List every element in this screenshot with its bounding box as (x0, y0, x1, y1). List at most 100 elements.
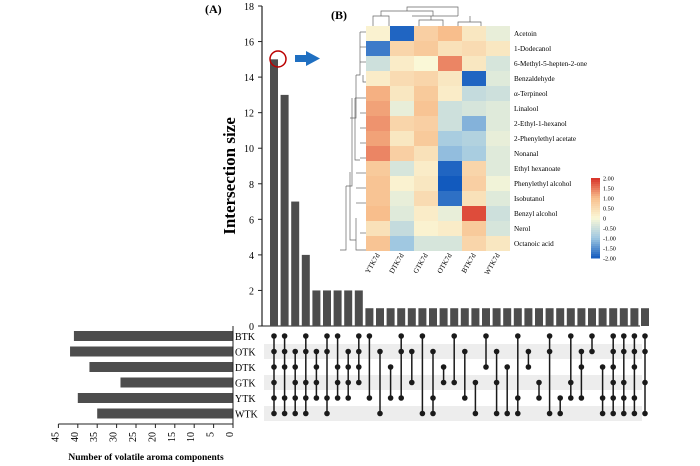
matrix-dot (451, 379, 458, 386)
heatmap-row-label: 1-Dodecanol (514, 45, 551, 53)
matrix-dot (409, 379, 415, 386)
matrix-dot (334, 379, 341, 386)
colorbar-segment (591, 242, 600, 245)
heatmap-row-label: Phenylethyl alcohol (514, 180, 571, 188)
y-tick-label: 18 (244, 2, 254, 13)
set-x-tick-label: 15 (167, 432, 178, 442)
matrix-dot (440, 379, 447, 386)
matrix-dot (345, 364, 352, 370)
heatmap-cell (366, 26, 390, 41)
heatmap-cell (366, 236, 390, 251)
heatmap-cell (366, 41, 390, 56)
heatmap-cell (390, 116, 414, 131)
heatmap-row-label: Acetoin (514, 30, 537, 38)
intersection-bar (397, 308, 406, 326)
intersection-bar (460, 308, 469, 326)
heatmap-cell (438, 116, 462, 131)
set-label: BTK (235, 332, 256, 343)
heatmap-cell (390, 221, 414, 236)
matrix-dot (557, 410, 563, 417)
set-x-tick-label: 25 (128, 432, 139, 442)
intersection-bar (535, 308, 543, 326)
matrix-dot (419, 410, 426, 417)
matrix-dot (345, 379, 352, 386)
matrix-dot (271, 364, 277, 370)
colorbar-segment (591, 254, 600, 257)
matrix-dot (568, 379, 574, 386)
heatmap-cell (438, 221, 462, 236)
heatmap-cell (438, 236, 462, 251)
intersection-bar (376, 308, 384, 326)
matrix-dot (451, 333, 458, 339)
colorbar-tick-label: 0 (603, 216, 606, 223)
matrix-dot (515, 395, 521, 401)
heatmap-cell (390, 191, 414, 206)
heatmap-cell (486, 161, 510, 176)
intersection-bar (450, 308, 459, 326)
matrix-dot (313, 348, 320, 355)
heatmap-cell (486, 101, 510, 116)
heatmap-row-label: Isobutanol (514, 195, 544, 203)
matrix-dot (271, 410, 277, 417)
colorbar-segment (591, 194, 600, 197)
heatmap-cell (438, 191, 462, 206)
matrix-dot (303, 395, 309, 401)
heatmap-cell (462, 101, 486, 116)
set-x-tick-label: 0 (225, 432, 236, 437)
heatmap-row-label: Benzaldehyde (514, 75, 555, 83)
matrix-dot (419, 333, 426, 339)
colorbar-segment (591, 224, 600, 227)
intersection-bar (492, 308, 501, 326)
heatmap-cell (486, 206, 510, 221)
matrix-dot (536, 379, 542, 386)
intersection-bar (513, 308, 522, 326)
matrix-dot (493, 348, 500, 355)
matrix-dot (610, 364, 616, 370)
intersection-bar (619, 308, 628, 326)
intersection-bar (333, 290, 342, 326)
matrix-dot (568, 395, 574, 401)
matrix-dot (271, 379, 277, 386)
heatmap-cell (414, 56, 438, 71)
matrix-dot (525, 364, 532, 370)
heatmap-cell (438, 176, 462, 191)
colorbar-segment (591, 248, 600, 251)
heatmap-cell (462, 221, 486, 236)
heatmap-cell (462, 206, 486, 221)
heatmap-row-label: 6-Methyl-5-hepten-2-one (514, 60, 587, 68)
matrix-dot (313, 395, 320, 401)
intersection-bar (301, 254, 310, 326)
heatmap-row-label: Linalool (514, 105, 538, 113)
set-size-bar (97, 408, 233, 419)
y-tick-label: 4 (249, 251, 254, 262)
intersection-bar (418, 308, 427, 326)
set-x-tick-label: 30 (109, 432, 120, 442)
intersection-bar (588, 308, 596, 326)
matrix-dot (504, 364, 511, 370)
matrix-dot (377, 410, 383, 417)
heatmap-cell (462, 26, 486, 41)
colorbar-tick-label: 2.00 (603, 176, 614, 183)
panel-a-label: (A) (205, 2, 222, 16)
matrix-dot (589, 348, 595, 355)
heatmap-cell (414, 116, 438, 131)
colorbar-segment (591, 188, 600, 191)
heatmap-row-label: Ethyl hexanoate (514, 165, 561, 173)
heatmap-cell (414, 86, 438, 101)
heatmap-cell (462, 131, 486, 146)
matrix-dot (303, 348, 309, 355)
matrix-dot (599, 410, 606, 417)
matrix-dot (610, 395, 616, 401)
colorbar-tick-label: 1.00 (603, 196, 614, 203)
matrix-dot (398, 348, 405, 355)
heatmap-cell (414, 146, 438, 161)
heatmap-cell (366, 206, 390, 221)
heatmap-cell (390, 236, 414, 251)
heatmap-cell (438, 146, 462, 161)
matrix-dot (631, 395, 638, 401)
colorbar-tick-label: -2.00 (603, 256, 616, 263)
column-dendrogram (372, 6, 482, 26)
matrix-dot (515, 410, 521, 417)
matrix-dot (313, 379, 320, 386)
matrix-dot (292, 395, 299, 401)
